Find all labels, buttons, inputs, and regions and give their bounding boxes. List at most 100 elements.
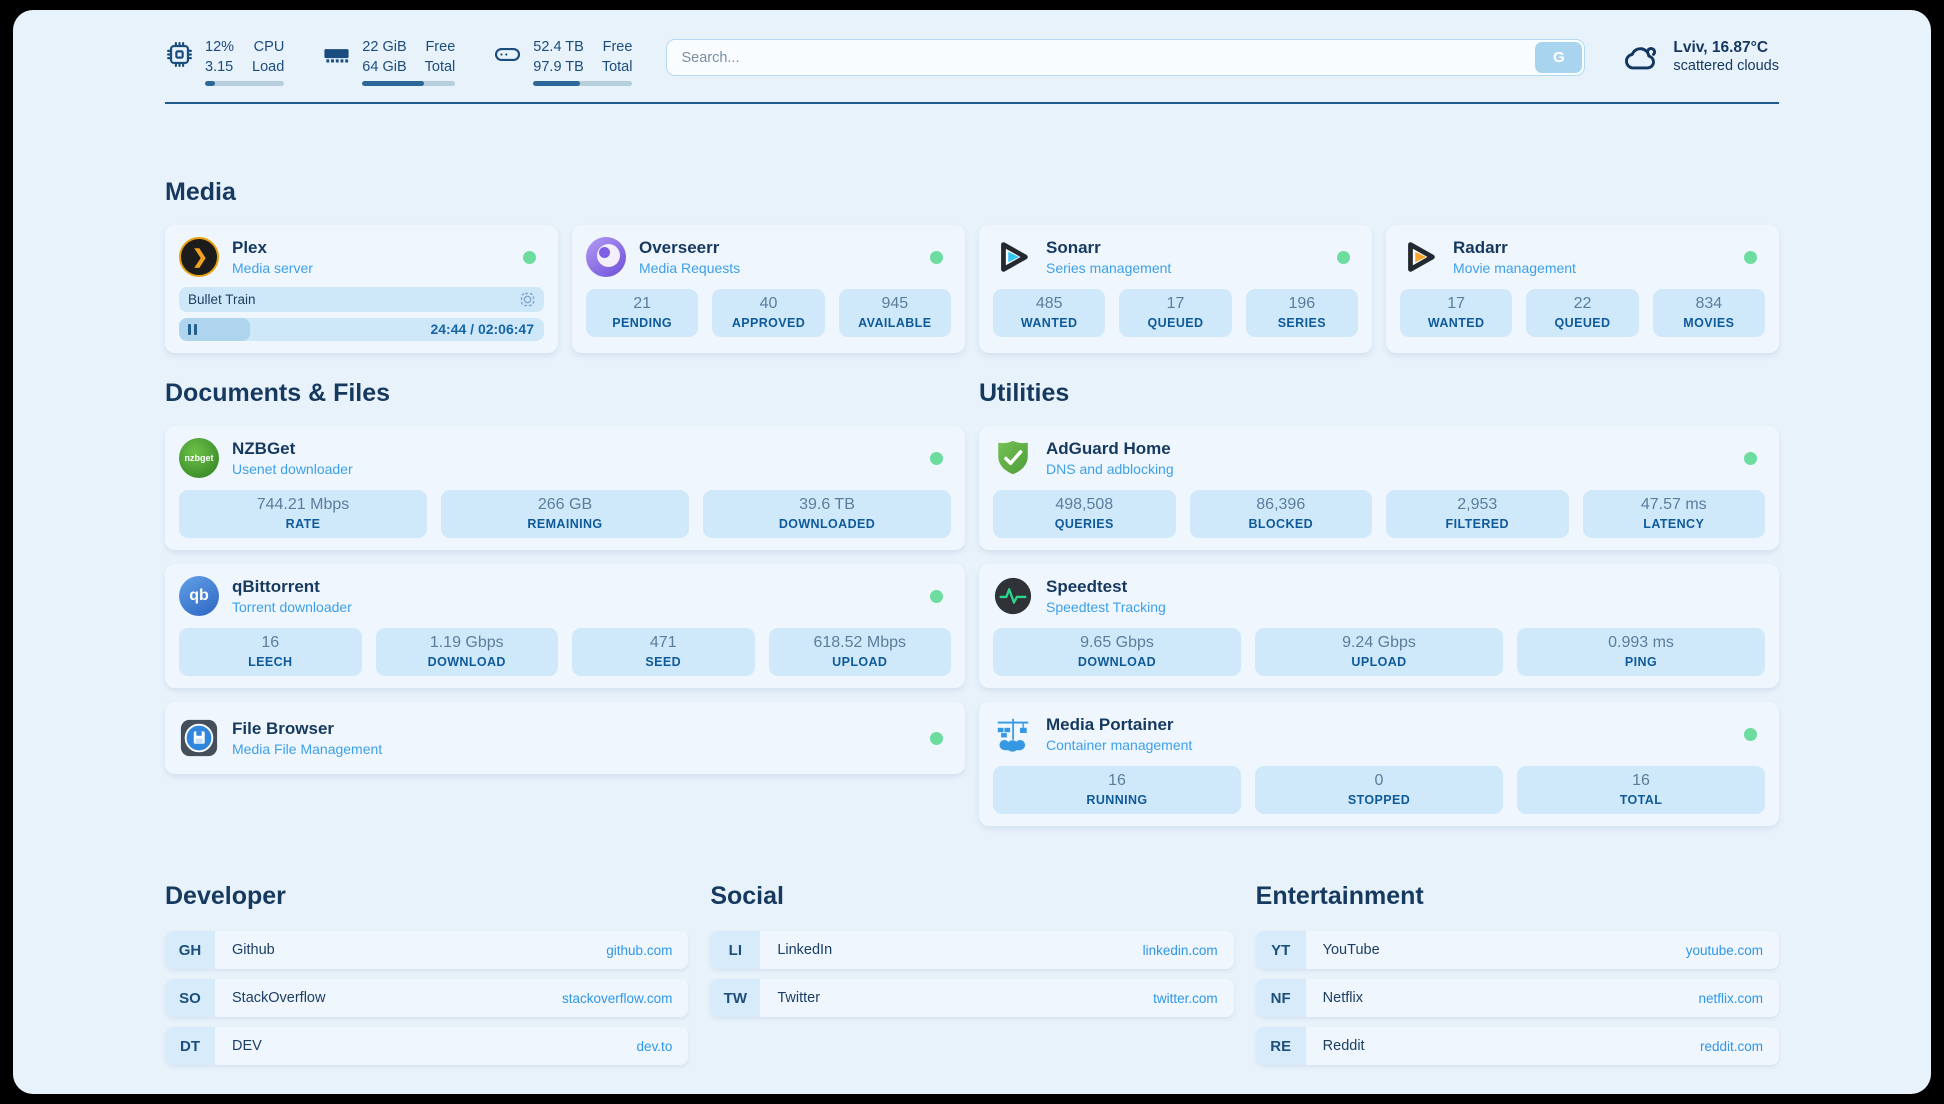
stream-settings-icon[interactable] bbox=[520, 292, 535, 307]
cpu-label: CPU bbox=[253, 39, 285, 55]
cpu-usage-value: 12% bbox=[205, 39, 235, 55]
bookmark-twitter[interactable]: TW Twitter twitter.com bbox=[710, 979, 1234, 1017]
cpu-stat: 12% CPU 3.15 Load bbox=[165, 37, 285, 86]
bookmark-group-social: Social LI LinkedIn linkedin.com TW Twitt… bbox=[710, 882, 1234, 1017]
section-title-utilities: Utilities bbox=[979, 379, 1070, 407]
app-title: Sonarr bbox=[1046, 238, 1101, 257]
bookmarks: Developer GH Github github.com SO StackO… bbox=[165, 882, 1779, 1094]
ram-total-value: 64 GiB bbox=[362, 59, 407, 75]
disk-free-value: 52.4 TB bbox=[533, 39, 584, 55]
section-title-documents: Documents & Files bbox=[165, 379, 391, 407]
hard-drive-icon bbox=[495, 47, 521, 62]
app-card-speedtest[interactable]: Speedtest Speedtest Tracking 9.65 Gbps D… bbox=[979, 564, 1779, 688]
cloud-icon bbox=[1625, 46, 1657, 69]
plex-icon: ❯ bbox=[179, 237, 219, 277]
app-card-overseerr[interactable]: Overseerr Media Requests 21 PENDING 40 A… bbox=[572, 225, 965, 353]
nzbget-icon: nzbget bbox=[179, 438, 219, 478]
qbittorrent-icon: qb bbox=[179, 576, 219, 616]
bookmark-youtube[interactable]: YT YouTube youtube.com bbox=[1255, 931, 1779, 969]
now-playing-title: Bullet Train bbox=[188, 292, 256, 307]
app-card-qbittorrent[interactable]: qb qBittorrent Torrent downloader 16 LEE… bbox=[165, 564, 965, 688]
dashboard-content: 12% CPU 3.15 Load bbox=[165, 10, 1779, 1094]
cpu-chip-icon bbox=[167, 42, 192, 67]
app-card-plex[interactable]: ❯ Plex Media server Bullet Train 24:44 /… bbox=[165, 225, 558, 353]
disk-progress-bar bbox=[533, 81, 633, 86]
bookmark-stackoverflow[interactable]: SO StackOverflow stackoverflow.com bbox=[165, 979, 689, 1017]
stat-rate: 744.21 Mbps RATE bbox=[179, 490, 427, 538]
status-dot bbox=[1744, 727, 1757, 741]
status-dot bbox=[1337, 250, 1350, 264]
stat-leech: 16 LEECH bbox=[179, 628, 362, 676]
stat-queued: 22 QUEUED bbox=[1526, 289, 1639, 337]
stat-approved: 40 APPROVED bbox=[712, 289, 825, 337]
app-card-filebrowser[interactable]: File Browser Media File Management bbox=[165, 702, 965, 774]
stat-ping: 0.993 ms PING bbox=[1517, 628, 1765, 676]
stat-available: 945 AVAILABLE bbox=[838, 289, 951, 337]
status-dot bbox=[930, 451, 943, 465]
weather-condition: scattered clouds bbox=[1673, 58, 1779, 74]
app-subtitle: Media Requests bbox=[639, 260, 741, 276]
cpu-load-value: 3.15 bbox=[205, 59, 234, 75]
stat-filtered: 2,953 FILTERED bbox=[1386, 490, 1569, 538]
stat-series: 196 SERIES bbox=[1245, 289, 1358, 337]
speedtest-icon bbox=[993, 576, 1033, 616]
stat-pending: 21 PENDING bbox=[586, 289, 699, 337]
app-subtitle: Speedtest Tracking bbox=[1046, 599, 1166, 615]
playback-progress-fill bbox=[179, 318, 251, 341]
weather-widget[interactable]: Lviv, 16.87°C scattered clouds bbox=[1621, 37, 1779, 74]
section-title-entertainment: Entertainment bbox=[1255, 882, 1424, 910]
app-subtitle: DNS and adblocking bbox=[1046, 461, 1174, 477]
app-card-nzbget[interactable]: nzbget NZBGet Usenet downloader 744.21 M… bbox=[165, 426, 965, 550]
app-subtitle: Movie management bbox=[1453, 260, 1576, 276]
ram-stat: 22 GiB Free 64 GiB Total bbox=[322, 37, 456, 86]
bookmark-reddit[interactable]: RE Reddit reddit.com bbox=[1255, 1027, 1779, 1065]
now-playing-row: Bullet Train bbox=[179, 287, 544, 312]
section-title-developer: Developer bbox=[165, 882, 286, 910]
stat-queued: 17 QUEUED bbox=[1119, 289, 1232, 337]
app-subtitle: Media File Management bbox=[232, 741, 383, 757]
app-subtitle: Torrent downloader bbox=[232, 599, 352, 615]
overseerr-icon bbox=[586, 237, 626, 277]
bookmark-linkedin[interactable]: LI LinkedIn linkedin.com bbox=[710, 931, 1234, 969]
app-subtitle: Container management bbox=[1046, 737, 1193, 753]
utilities-column: Utilities AdGuard Home DNS and bbox=[979, 379, 1779, 826]
ram-icon bbox=[324, 49, 349, 63]
playback-time: 24:44 / 02:06:47 bbox=[430, 321, 534, 337]
stat-seed: 471 SEED bbox=[572, 628, 755, 676]
app-title: Media Portainer bbox=[1046, 715, 1174, 734]
cpu-load-label: Load bbox=[252, 59, 285, 75]
search-engine-button[interactable]: G bbox=[1535, 42, 1583, 73]
disk-total-label: Total bbox=[601, 59, 633, 75]
app-card-adguard[interactable]: AdGuard Home DNS and adblocking 498,508 … bbox=[979, 426, 1779, 550]
adguard-icon bbox=[993, 438, 1033, 478]
sonarr-icon bbox=[993, 237, 1033, 277]
playback-progress-bar[interactable]: 24:44 / 02:06:47 bbox=[179, 318, 544, 341]
stat-blocked: 86,396 BLOCKED bbox=[1189, 490, 1372, 538]
stat-wanted: 17 WANTED bbox=[1400, 289, 1513, 337]
app-title: Radarr bbox=[1453, 238, 1508, 257]
app-title: File Browser bbox=[232, 719, 335, 738]
stat-wanted: 485 WANTED bbox=[993, 289, 1106, 337]
app-subtitle: Media server bbox=[232, 260, 313, 276]
status-dot bbox=[523, 250, 536, 264]
section-title-social: Social bbox=[710, 882, 784, 910]
status-dot bbox=[930, 250, 943, 264]
ram-free-label: Free bbox=[425, 39, 456, 55]
filebrowser-icon bbox=[179, 718, 219, 758]
app-card-radarr[interactable]: Radarr Movie management 17 WANTED 22 QUE… bbox=[1386, 225, 1779, 353]
status-dot bbox=[930, 589, 943, 603]
stat-queries: 498,508 QUERIES bbox=[993, 490, 1176, 538]
search-input[interactable] bbox=[666, 39, 1586, 76]
ram-free-value: 22 GiB bbox=[362, 39, 407, 55]
app-card-sonarr[interactable]: Sonarr Series management 485 WANTED 17 Q… bbox=[979, 225, 1372, 353]
header-divider bbox=[165, 102, 1779, 104]
bookmark-github[interactable]: GH Github github.com bbox=[165, 931, 689, 969]
portainer-crane-icon bbox=[993, 714, 1033, 754]
stat-latency: 47.57 ms LATENCY bbox=[1582, 490, 1765, 538]
app-card-portainer[interactable]: Media Portainer Container management 16 … bbox=[979, 702, 1779, 826]
app-title: Overseerr bbox=[639, 238, 720, 257]
bookmark-dev[interactable]: DT DEV dev.to bbox=[165, 1027, 689, 1065]
disk-free-label: Free bbox=[602, 39, 633, 55]
stat-download: 1.19 Gbps DOWNLOAD bbox=[375, 628, 558, 676]
bookmark-netflix[interactable]: NF Netflix netflix.com bbox=[1255, 979, 1779, 1017]
